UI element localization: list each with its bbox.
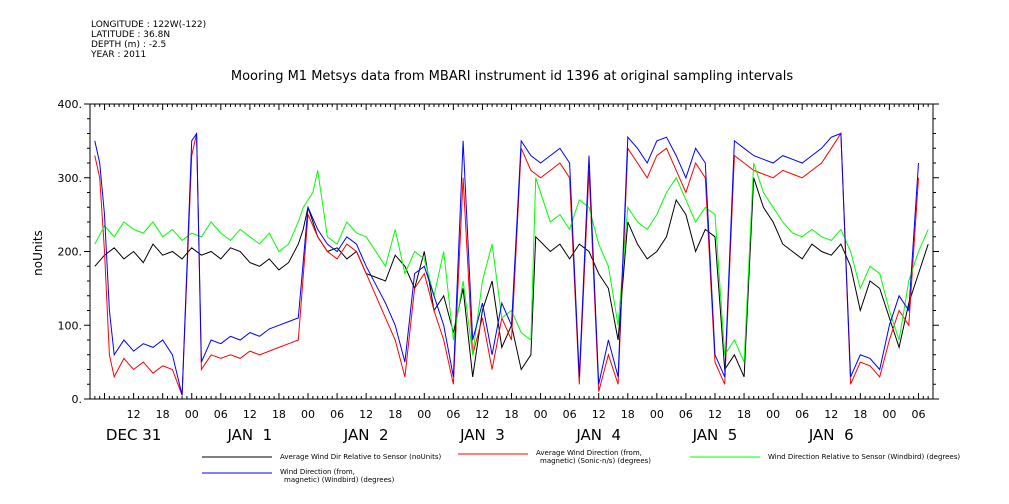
x-day-label: JAN 2 (343, 426, 389, 444)
x-day-label: DEC 31 (106, 426, 161, 444)
x-day-label: JAN 3 (459, 426, 505, 444)
x-tick-label: 06 (214, 408, 228, 421)
x-tick-label: 18 (272, 408, 286, 421)
x-tick-label: 00 (417, 408, 431, 421)
meta-depth: DEPTH (m) : -2.5 (91, 40, 167, 50)
x-tick-label: 12 (127, 408, 141, 421)
x-axis: 12 18 00 06 12 18 00 06 12 18 00 06 12 18 00 06 12 18 00 06… (89, 104, 934, 444)
x-tick-label: 00 (650, 408, 664, 421)
chart-title: Mooring M1 Metsys data from MBARI instru… (231, 69, 793, 84)
x-tick-label: 18 (156, 408, 170, 421)
x-day-label: JAN 1 (227, 426, 273, 444)
series-layer (94, 131, 929, 396)
x-tick-label: 12 (359, 408, 373, 421)
x-tick-label: 18 (388, 408, 402, 421)
x-tick-label: 00 (766, 408, 780, 421)
x-tick-label: 06 (795, 408, 809, 421)
legend-label: Wind Direction (from, (280, 468, 355, 476)
series-line-4 (94, 131, 919, 396)
legend-label-line2: magnetic) (Windbird) (degrees) (284, 476, 395, 484)
legend: Average Wind Dir Relative to Sensor (noU… (202, 449, 960, 484)
x-tick-label: 18 (853, 408, 867, 421)
x-tick-label: 06 (563, 408, 577, 421)
x-tick-label: 00 (185, 408, 199, 421)
x-tick-label: 06 (446, 408, 460, 421)
x-tick-label: 12 (708, 408, 722, 421)
x-tick-label: 06 (679, 408, 693, 421)
y-axis-label: noUnits (31, 230, 45, 276)
x-tick-label: 00 (534, 408, 548, 421)
y-tick-label: 0. (72, 393, 83, 406)
x-tick-label: 12 (592, 408, 606, 421)
y-tick-label: 100. (58, 319, 83, 332)
y-tick-label: 200. (58, 246, 83, 259)
legend-label: Average Wind Direction (from, (536, 449, 642, 457)
x-day-label: JAN 4 (575, 426, 621, 444)
series-line-1 (94, 177, 929, 378)
x-tick-label: 12 (824, 408, 838, 421)
legend-label: Wind Direction Relative to Sensor (Windb… (768, 453, 960, 461)
legend-label-line2: magnetic) (Sonic-n/s) (degrees) (540, 457, 651, 465)
y-tick-label: 300. (58, 172, 83, 185)
series-line-2 (94, 131, 919, 396)
x-tick-label: 06 (911, 408, 925, 421)
meta-latitude: LATITUDE : 36.8N (91, 30, 171, 40)
meta-longitude: LONGITUDE : 122W(-122) (91, 20, 207, 30)
y-tick-label: 400. (58, 98, 83, 111)
x-day-label: JAN 6 (808, 426, 854, 444)
x-tick-label: 18 (505, 408, 519, 421)
x-tick-label: 06 (330, 408, 344, 421)
x-tick-label: 18 (621, 408, 635, 421)
x-tick-label: 18 (737, 408, 751, 421)
meta-year: YEAR : 2011 (91, 50, 147, 60)
x-tick-label: 12 (243, 408, 257, 421)
x-tick-label: 12 (475, 408, 489, 421)
legend-label: Average Wind Dir Relative to Sensor (noU… (280, 453, 441, 461)
x-tick-label: 00 (301, 408, 315, 421)
x-day-label: JAN 5 (692, 426, 738, 444)
y-axis: 0. 100. 200. 300. 400. (58, 98, 939, 406)
x-tick-label: 00 (882, 408, 896, 421)
